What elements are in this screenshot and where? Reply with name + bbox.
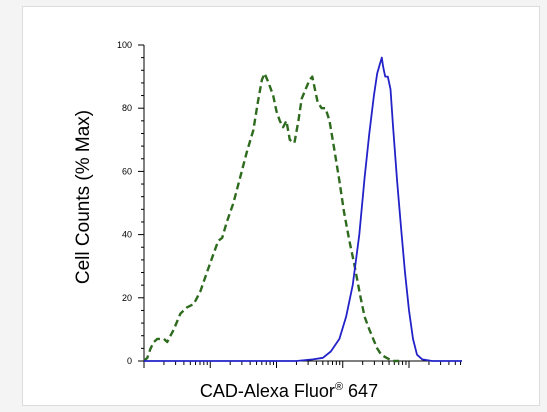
x-axis-title-suffix: 647 xyxy=(343,381,378,401)
series-line-2 xyxy=(144,56,462,362)
chart-panel: 0 20 40 60 80 100 Cell Counts (% Max) CAD-Ale… xyxy=(22,6,540,406)
x-axis-title: CAD-Alexa Fluor® 647 xyxy=(200,381,378,401)
y-tick-label: 80 xyxy=(122,103,132,113)
series-layer xyxy=(143,56,462,363)
x-axis-title-main: CAD-Alexa Fluor xyxy=(200,381,335,401)
histogram-chart: 0 20 40 60 80 100 Cell Counts (% Max) CAD-Ale… xyxy=(73,40,462,401)
y-tick-label: 20 xyxy=(122,293,132,303)
y-tick-label: 100 xyxy=(117,40,132,50)
y-tick-label: 0 xyxy=(127,356,132,366)
y-tick-label: 40 xyxy=(122,230,132,240)
x-axis-title-superscript: ® xyxy=(335,381,343,393)
y-tick-label: 60 xyxy=(122,166,132,176)
y-axis-title: Cell Counts (% Max) xyxy=(73,110,94,284)
series-line-1 xyxy=(143,72,400,363)
